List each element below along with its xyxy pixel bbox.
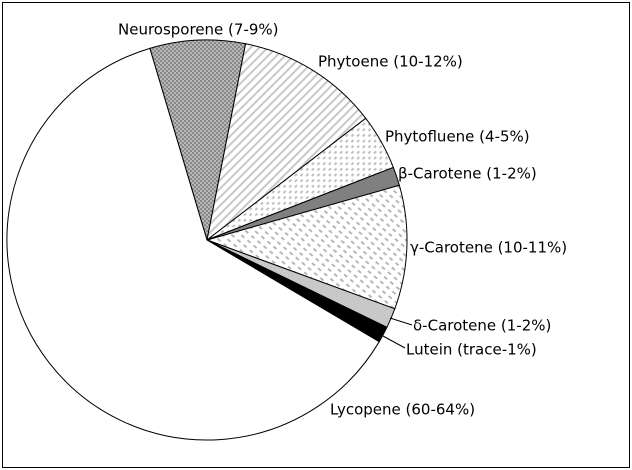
slice-label: Phytofluene (4-5%) xyxy=(385,128,530,146)
slice xyxy=(149,39,247,241)
leader-line xyxy=(382,335,406,349)
slice-label: Lycopene (60-64%) xyxy=(330,401,475,419)
slice xyxy=(206,43,367,242)
slice xyxy=(205,184,408,310)
slice-label: β-Carotene (1-2%) xyxy=(398,165,537,183)
slice-label: Phytoene (10-12%) xyxy=(318,53,463,71)
leader-line xyxy=(389,317,413,326)
slice-label: δ-Carotene (1-2%) xyxy=(413,317,551,335)
slice-label: Neurosporene (7-9%) xyxy=(118,21,279,39)
slice xyxy=(6,47,380,441)
slice-label: Lutein (trace-1%) xyxy=(406,341,537,359)
slice-label: γ-Carotene (10-11%) xyxy=(410,239,567,257)
